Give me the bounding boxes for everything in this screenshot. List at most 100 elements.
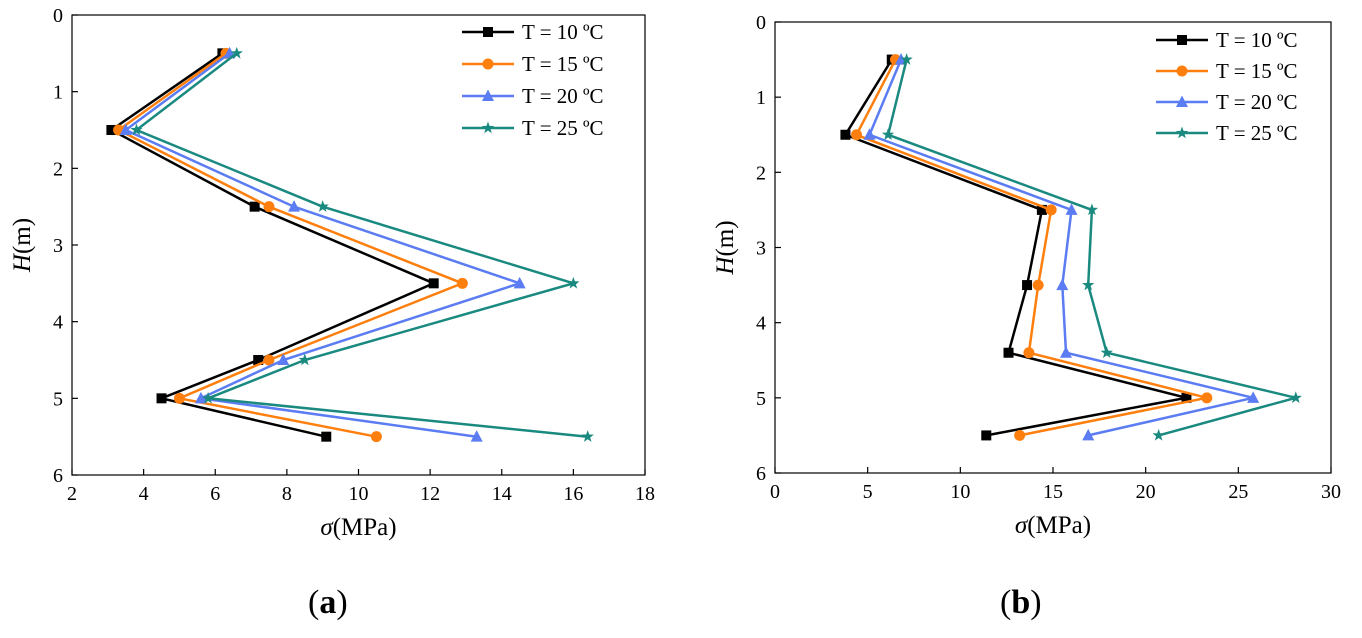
chart-a-series-4-point [298, 353, 311, 366]
chart-a-ylabel-unit: (m) [9, 218, 36, 254]
chart-b-xtick-label: 30 [1321, 481, 1341, 503]
panel-label-a-close: ) [336, 584, 348, 621]
panel-label-b-letter: b [1011, 584, 1031, 621]
chart-b-legend-marker [1176, 95, 1188, 107]
chart-a-ytick-label: 4 [53, 312, 63, 334]
chart-b-series-4-point [1152, 428, 1165, 441]
chart-b-legend-label: T = 20 ºC [1216, 90, 1298, 114]
chart-a-xtick-label: 14 [492, 483, 512, 505]
chart-b-xlabel-symbol: σ [1015, 512, 1029, 539]
chart-b-legend-label: T = 15 ºC [1216, 59, 1298, 83]
chart-b-series-2-point [1201, 392, 1213, 404]
chart-a-xtick-label: 6 [210, 483, 220, 505]
chart-a-legend-marker [482, 89, 494, 101]
chart-b-ylabel: H(m) [712, 220, 739, 275]
chart-b-series-3-point [1247, 391, 1260, 403]
chart-b-series-4-point [900, 53, 913, 65]
chart-b-series-1-point [1003, 347, 1014, 358]
chart-a-ylabel: H(m) [9, 218, 36, 273]
chart-a-legend-label: T = 25 ºC [522, 116, 604, 140]
chart-b-series-3-point [1059, 346, 1072, 358]
chart-a-series-1-point [249, 201, 260, 212]
chart-b-series-2-point [1045, 204, 1057, 216]
chart-b-series-2-point [1032, 279, 1044, 291]
panel-label-a: (a) [308, 584, 348, 622]
chart-b-series-3 [863, 53, 1260, 441]
chart-a-series-2-point [173, 392, 185, 404]
chart-b-ytick-label: 3 [756, 238, 766, 260]
chart-b-series-1-point [1036, 204, 1047, 215]
chart-b-series-3-line [867, 59, 1254, 437]
chart-b-series-4-point [1100, 346, 1113, 358]
panel-label-b: (b) [1000, 584, 1042, 622]
chart-a-series-3-point [194, 391, 207, 404]
chart-b-ytick-label: 0 [756, 12, 766, 34]
chart-b-xtick-label: 10 [950, 481, 970, 503]
chart-a-legend: T = 10 ºC T = 15 ºC T = 20 ºC T = 25 ºC [462, 20, 604, 140]
chart-b-legend: T = 10 ºC T = 15 ºC T = 20 ºC T = 25 ºC [1156, 28, 1298, 145]
chart-b-series-1-point [981, 430, 992, 441]
chart-a-ytick-label: 2 [53, 158, 63, 180]
chart-a-series-4-line [134, 52, 588, 438]
chart-a-series-3-point [277, 353, 290, 365]
panel-label-a-letter: a [319, 584, 337, 621]
chart-a-legend-label: T = 10 ºC [522, 20, 604, 44]
chart-a-xlabel-unit: (MPa) [333, 514, 397, 541]
chart-a-xtick-label: 4 [139, 483, 149, 505]
chart-b-series-2-point [1014, 429, 1026, 441]
chart-a-series-1-point [321, 431, 332, 442]
chart-b-xlabel-unit: (MPa) [1027, 512, 1091, 539]
chart-a-series-3-line [123, 52, 524, 438]
chart-b-xtick-label: 5 [863, 481, 873, 503]
chart-a-legend-marker [483, 27, 493, 37]
chart-b-series-4-point [1082, 278, 1095, 291]
chart-b-series-4-point [881, 128, 895, 141]
chart-b-legend-label: T = 25 ºC [1216, 121, 1298, 145]
chart-b-legend-marker [1175, 126, 1189, 139]
chart-a-series-1-point [253, 355, 264, 365]
panel-label-a-open: ( [308, 584, 320, 621]
chart-b-legend-label: T = 10 ºC [1216, 28, 1298, 52]
chart-a-series-1-point [428, 278, 439, 289]
chart-a-series-4-point [316, 200, 329, 212]
chart-a-series-2-point [263, 201, 275, 213]
chart-a-legend-marker [481, 121, 495, 134]
chart-b-series-1-point [1181, 392, 1192, 403]
chart-a-ytick-label: 0 [53, 5, 63, 27]
chart-a-xtick-label: 8 [282, 483, 292, 505]
chart-b-series-2-point [1023, 347, 1035, 359]
chart-a-xtick-label: 18 [635, 483, 655, 505]
chart-b-xtick-label: 25 [1228, 481, 1248, 503]
chart-b-series-3-point [1056, 278, 1069, 291]
chart-a-series-4-point [581, 430, 594, 442]
chart-b-series-1-point [840, 129, 851, 140]
chart-a-series-4 [130, 46, 594, 442]
chart-a-series-2-line [116, 52, 466, 438]
chart-b-series-3-point [863, 128, 876, 140]
chart-a-series-4-point [567, 276, 580, 289]
chart-b-series-4-point [1289, 391, 1302, 404]
chart-a-series-2-point [370, 431, 382, 443]
panel-label-b-close: ) [1030, 584, 1042, 621]
chart-b-series-4-point [1085, 203, 1099, 216]
chart-b-ylabel-symbol: H [712, 255, 739, 276]
chart-b-ylabel-unit: (m) [712, 220, 739, 256]
chart-b-series-3-point [1082, 428, 1095, 441]
chart-a-ytick-label: 1 [53, 82, 63, 104]
panel-label-b-open: ( [1000, 584, 1012, 621]
chart-b-xtick-label: 15 [1043, 481, 1063, 503]
chart-a-series-1-point [106, 125, 117, 135]
chart-a-series-4-point [130, 123, 143, 136]
chart-a-series-3 [119, 46, 526, 442]
chart-a-series-3-point [119, 123, 132, 135]
chart-a-series-2-point [456, 277, 468, 289]
chart-b-ytick-label: 2 [756, 162, 766, 184]
chart-b-xtick-label: 0 [770, 481, 780, 503]
chart-b-ytick-label: 5 [756, 388, 766, 410]
chart-a-xtick-label: 2 [67, 483, 77, 505]
chart-a-ytick-label: 5 [53, 388, 63, 410]
chart-b-xlabel: σ(MPa) [1015, 512, 1091, 539]
chart-a-series-2 [113, 47, 468, 443]
